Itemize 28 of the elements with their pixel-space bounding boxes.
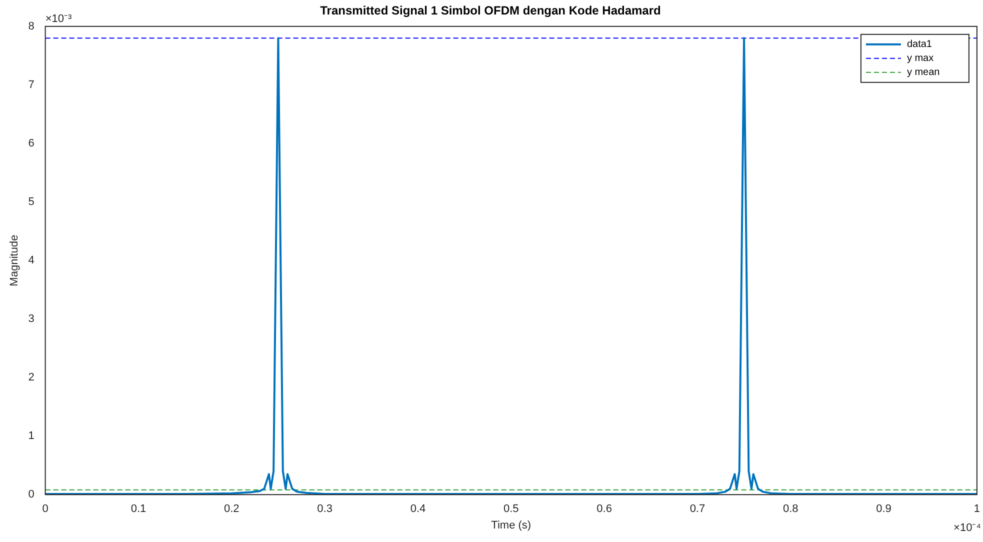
y-tick-label: 5: [28, 196, 34, 208]
y-tick-label: 0: [28, 488, 34, 501]
x-tick-label: 0: [42, 503, 48, 516]
y-tick-label: 1: [28, 430, 34, 442]
y-tick-label: 3: [28, 313, 34, 326]
x-tick-label: 0.9: [876, 503, 892, 516]
legend-label: y mean: [906, 67, 940, 78]
y-tick-label: 7: [28, 78, 34, 91]
x-tick-label: 0.5: [503, 503, 519, 516]
x-tick-label: 1: [974, 503, 980, 516]
y-axis-title: Magnitude: [8, 234, 21, 286]
x-axis-title: Time (s): [491, 519, 532, 532]
legend-label: y max: [906, 53, 934, 64]
y-tick-label: 2: [28, 372, 34, 384]
x-tick-label: 0.7: [690, 503, 706, 516]
x-tick-label: 0.1: [130, 503, 146, 516]
x-tick-label: 0.4: [410, 503, 426, 516]
x-tick-label: 0.3: [317, 503, 332, 516]
legend-label: data1: [906, 39, 932, 50]
y-tick-label: 8: [28, 20, 34, 32]
y-tick-label: 6: [28, 137, 34, 150]
x-tick-label: 0.8: [782, 503, 798, 516]
y-tick-label: 4: [28, 254, 34, 267]
x-tick-label: 0.2: [224, 503, 240, 516]
text: ×10⁻⁴: [954, 522, 982, 534]
chart-title: Transmitted Signal 1 Simbol OFDM dengan Kode Hadamard: [320, 4, 661, 18]
x-tick-label: 0.6: [596, 503, 612, 516]
text: ×10⁻³: [45, 12, 72, 25]
